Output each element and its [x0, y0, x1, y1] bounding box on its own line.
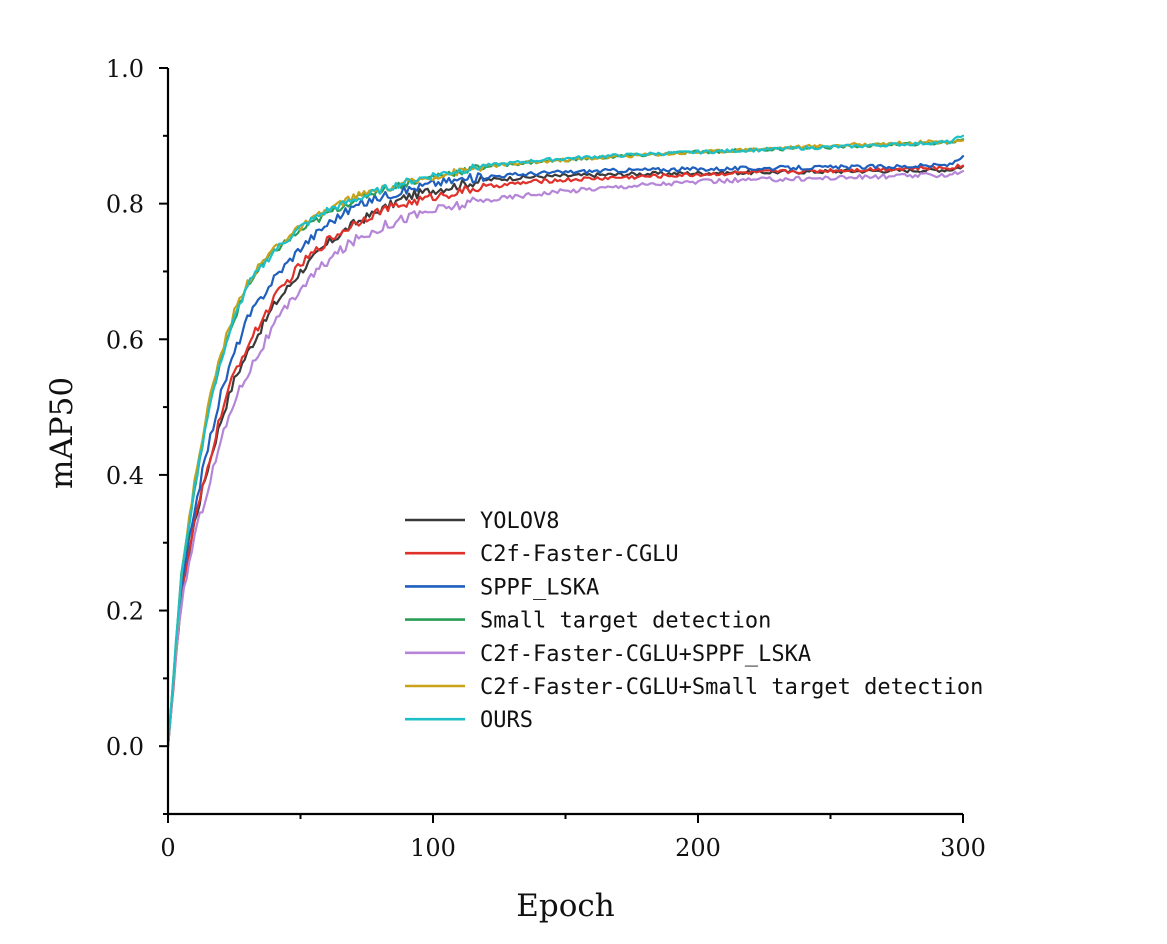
- legend-label-ours: OURS: [480, 708, 533, 733]
- x-tick-label: 0: [160, 834, 175, 862]
- x-tick-label: 300: [940, 834, 986, 862]
- x-tick-label: 100: [410, 834, 456, 862]
- legend-label-yolov8: YOLOV8: [480, 509, 559, 534]
- series-line-ours: [166, 134, 965, 748]
- x-tick-label: 200: [675, 834, 721, 862]
- y-tick-label: 0.2: [106, 598, 144, 626]
- y-tick-label: 0.0: [106, 733, 144, 761]
- legend-label-c2f-faster-cglu-sppf-lska: C2f-Faster-CGLU+SPPF_LSKA: [480, 642, 811, 667]
- y-tick-label: 0.4: [106, 462, 144, 490]
- legend: YOLOV8 C2f-Faster-CGLU SPPF_LSKA Small targ…: [405, 509, 983, 733]
- x-axis-title: Epoch: [516, 888, 614, 924]
- series-line-sppf-lska: [166, 155, 965, 748]
- series-line-c2f-faster-cglu-sppf-lska: [166, 170, 965, 748]
- y-tick-label: 1.0: [106, 55, 144, 83]
- y-tick-label: 0.8: [106, 191, 144, 219]
- legend-label-sppf-lska: SPPF_LSKA: [480, 575, 599, 600]
- legend-label-c2f-faster-cglu: C2f-Faster-CGLU: [480, 542, 679, 567]
- y-tick-label: 0.6: [106, 326, 144, 354]
- plot-series-group: [166, 134, 965, 748]
- axes-group: 0.0 0.2 0.4 0.6 0.8 1.0 0 100 200 300: [106, 55, 986, 862]
- legend-label-small-target-detection: Small target detection: [480, 609, 771, 634]
- y-axis-title: mAP50: [44, 377, 80, 489]
- legend-label-c2f-faster-cglu-small-target-detection: C2f-Faster-CGLU+Small target detection: [480, 675, 983, 700]
- series-line-c2f-faster-cglu: [166, 163, 965, 748]
